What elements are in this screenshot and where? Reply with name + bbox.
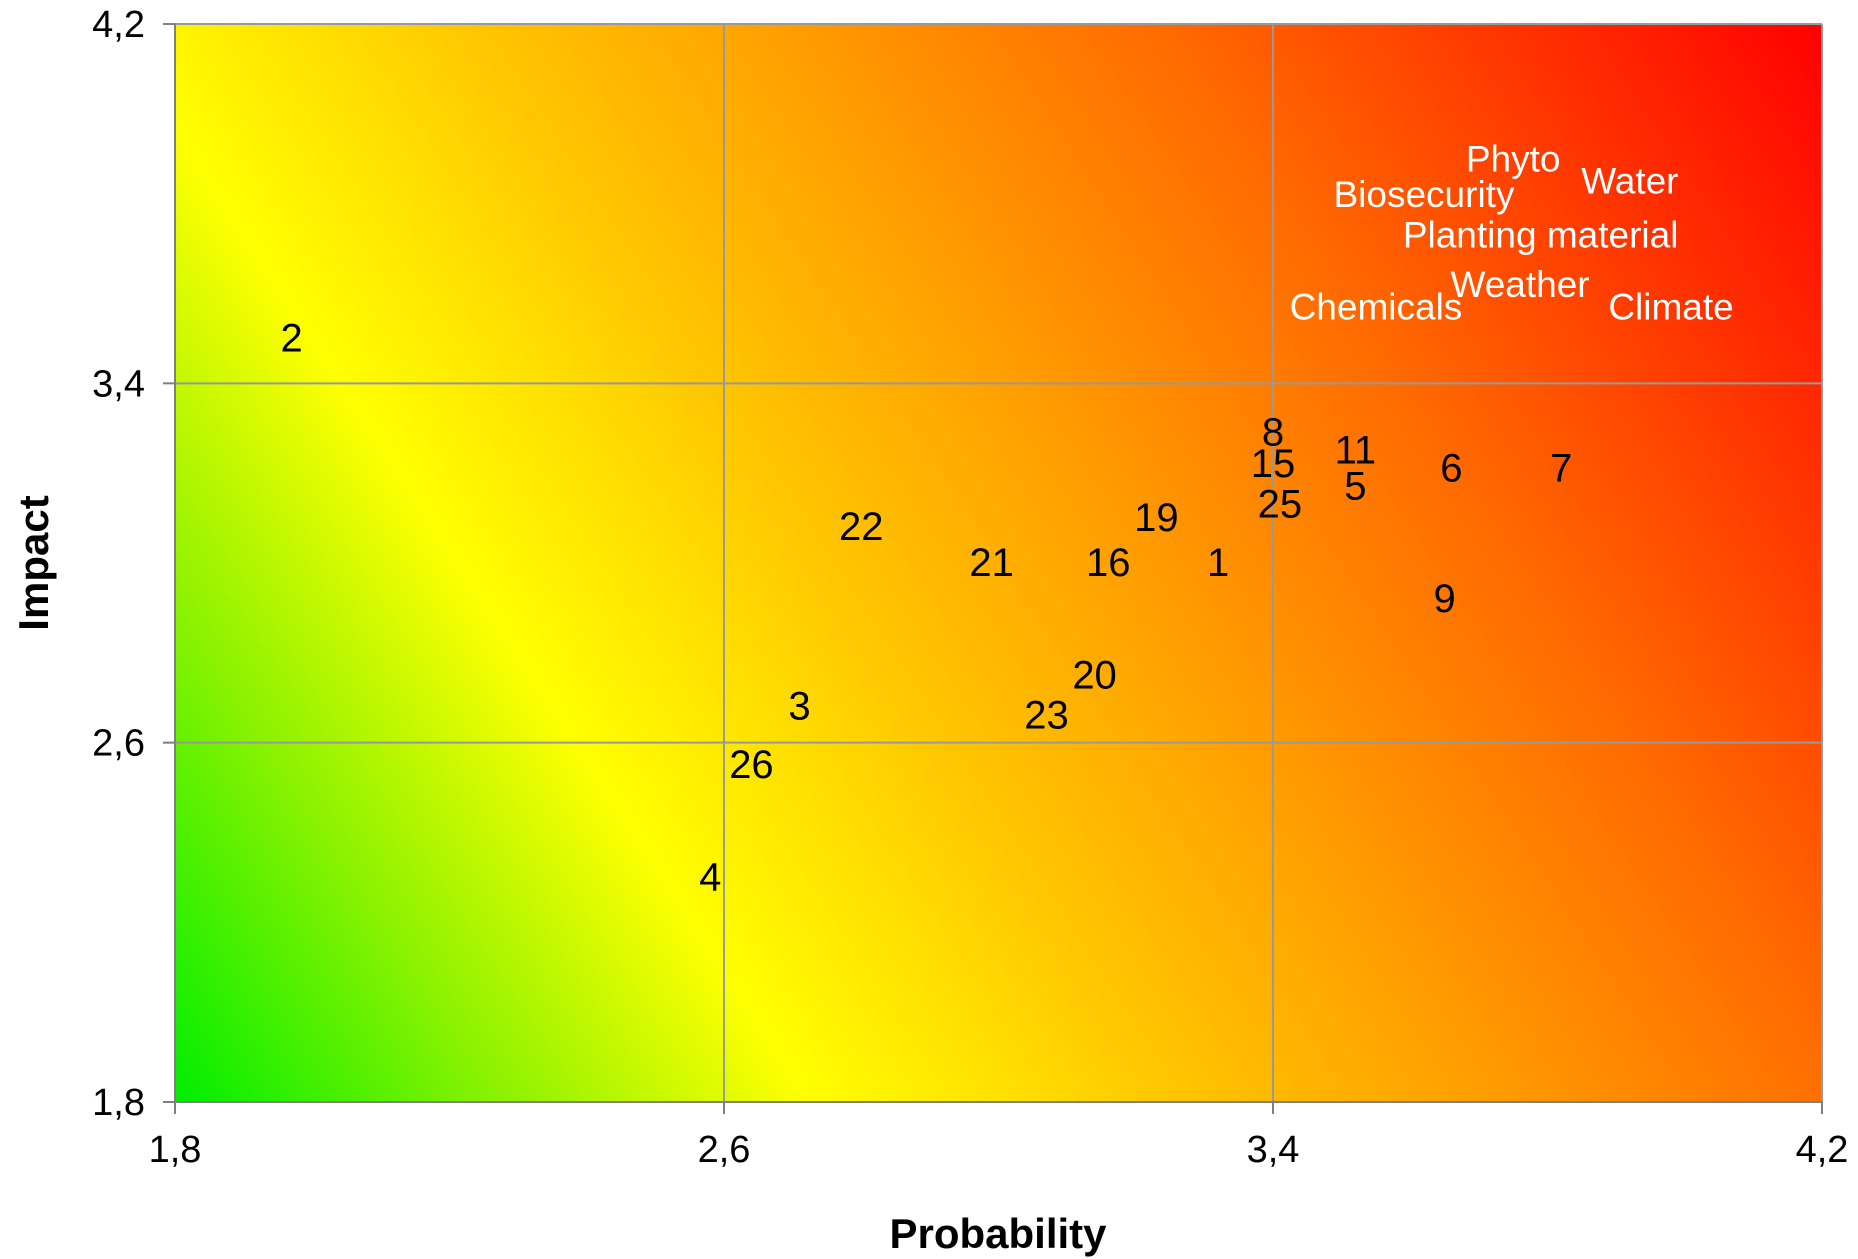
y-tick-label: 3,4 [92,363,145,405]
point-label-21: 21 [969,541,1014,585]
point-label-16: 16 [1086,541,1131,585]
category-label-planting-material: Planting material [1403,215,1679,256]
point-label-11: 11 [1335,429,1377,473]
category-label-biosecurity: Biosecurity [1333,174,1514,215]
category-label-water: Water [1581,161,1678,202]
x-tick-label: 2,6 [698,1129,751,1171]
y-tick-label: 4,2 [92,4,145,46]
axes [163,23,1823,1114]
point-label-22: 22 [839,505,884,549]
category-label-climate: Climate [1608,286,1733,327]
x-tick-label: 3,4 [1247,1129,1300,1171]
y-axis-title: Impact [10,495,57,630]
x-tick-label: 1,8 [149,1129,202,1171]
category-label-weather: Weather [1450,264,1589,305]
point-label-7: 7 [1550,447,1572,491]
point-label-23: 23 [1024,694,1069,738]
point-label-4: 4 [699,855,721,899]
point-label-9: 9 [1433,577,1455,621]
point-label-5: 5 [1344,465,1366,509]
category-label-phyto: Phyto [1466,138,1561,179]
point-label-20: 20 [1072,653,1117,697]
point-label-26: 26 [729,743,774,787]
point-label-15: 15 [1251,442,1296,486]
grid-lines [175,23,1823,1102]
x-tick-label: 4,2 [1796,1129,1849,1171]
point-label-8: 8 [1262,411,1284,455]
y-tick-label: 1,8 [92,1082,145,1124]
point-label-19: 19 [1134,496,1179,540]
y-tick-label: 2,6 [92,723,145,765]
point-label-1: 1 [1207,541,1229,585]
point-label-3: 3 [788,685,810,729]
point-label-25: 25 [1258,483,1303,527]
tick-labels: 1,8 2,6 3,4 4,2 1,8 2,6 3,4 4,2 [92,4,1848,1171]
category-label-chemicals: Chemicals [1290,286,1463,327]
x-axis-title: Probability [889,1210,1107,1257]
point-label-6: 6 [1440,447,1462,491]
point-label-2: 2 [281,316,303,360]
plot-background [175,24,1822,1102]
